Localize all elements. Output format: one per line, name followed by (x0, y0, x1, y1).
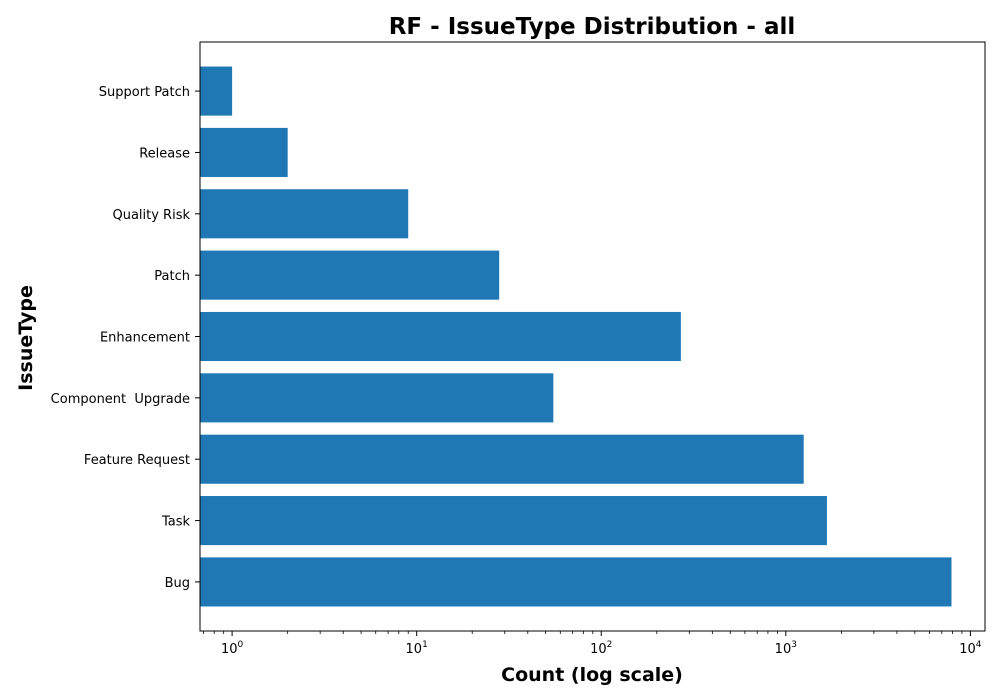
x-ticks-group: 100 101 102 103 104 (203, 631, 982, 657)
plot-frame (199, 41, 986, 632)
bar-task (200, 496, 827, 546)
y-tick-label: Enhancement (100, 331, 190, 346)
bar-feature-request (200, 434, 804, 484)
y-tick-label: Bug (165, 576, 190, 591)
y-tick-label: Task (161, 515, 191, 530)
bar-support-patch (200, 66, 233, 116)
x-axis-label: Count (log scale) (501, 664, 683, 686)
x-tick-label: 100 (221, 640, 244, 657)
y-tick-label: Patch (154, 269, 190, 284)
x-tick-label: 102 (590, 640, 612, 657)
bar-release (200, 127, 288, 177)
y-tick-label: Component Upgrade (51, 392, 190, 407)
x-tick-label: 104 (959, 640, 982, 657)
x-tick-label: 101 (406, 640, 428, 657)
bar-enhancement (200, 311, 681, 362)
y-tick-label: Release (139, 146, 190, 161)
y-tick-label: Support Patch (99, 85, 190, 100)
chart-title: RF - IssueType Distribution - all (389, 14, 796, 40)
y-tick-label: Feature Request (84, 453, 190, 468)
bars-group (200, 66, 952, 607)
bar-patch (200, 250, 500, 300)
bar-component-upgrade (200, 373, 554, 423)
x-tick-label: 103 (775, 640, 797, 657)
y-axis-label: IssueType (15, 285, 37, 391)
y-tick-label: Quality Risk (112, 208, 190, 223)
bar-quality-risk (200, 189, 409, 239)
y-ticks-group: Support Patch Release Quality Risk Patch Enh… (51, 85, 200, 591)
bar-bug (200, 557, 952, 607)
